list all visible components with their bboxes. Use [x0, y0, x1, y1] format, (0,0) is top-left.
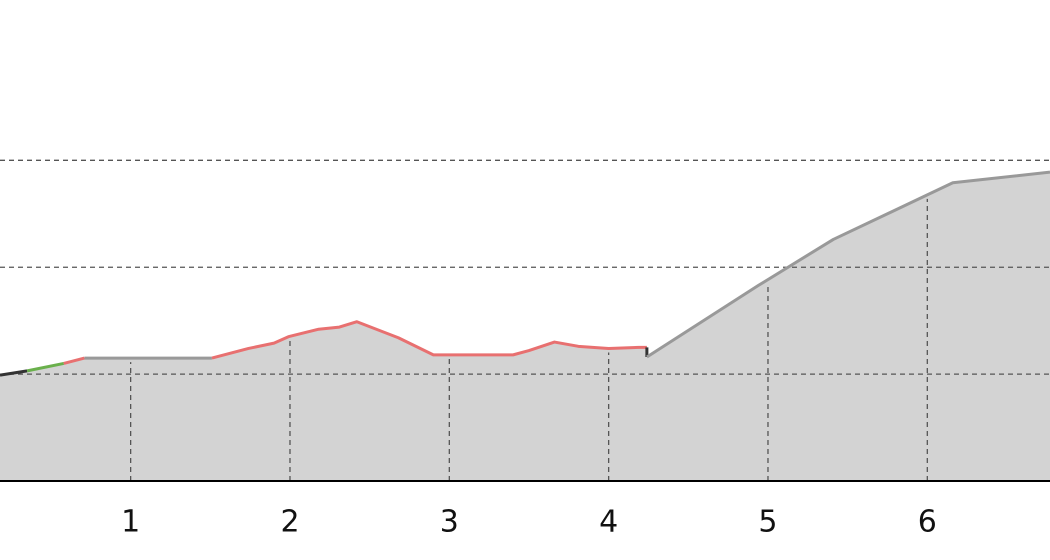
x-tick-label: 6: [918, 505, 937, 540]
area: [0, 172, 1050, 481]
x-tick-label: 3: [440, 505, 459, 540]
profile-line: [26, 361, 65, 373]
x-tick-label: 1: [121, 505, 140, 540]
x-tick-label: 2: [280, 505, 299, 540]
profile-line: [211, 320, 647, 360]
profile-line: [0, 369, 28, 377]
x-tick-label: 5: [758, 505, 777, 540]
profile-line: [63, 356, 85, 365]
x-tick-label: 4: [599, 505, 618, 540]
profile-line: [646, 170, 1050, 359]
